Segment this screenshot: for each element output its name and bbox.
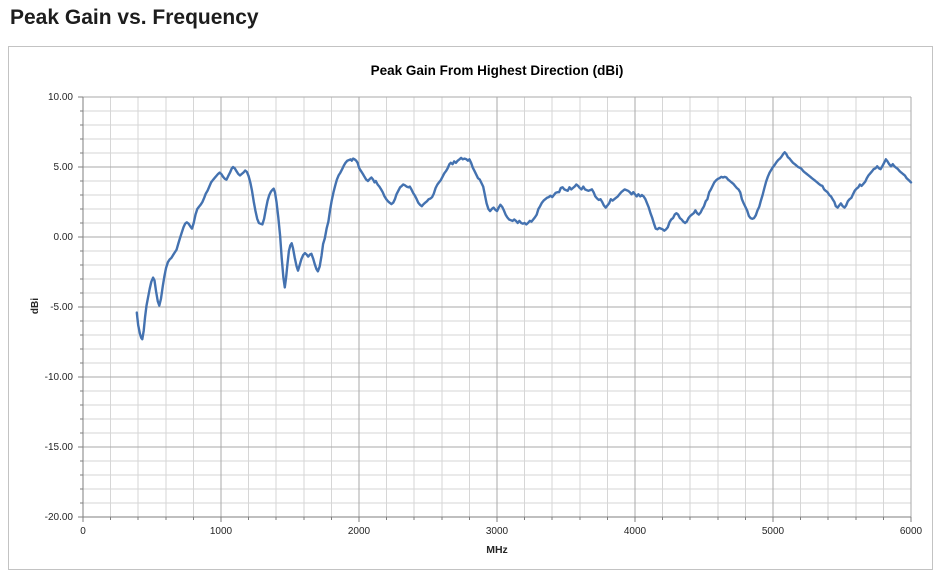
x-tick-label: 5000 bbox=[761, 526, 785, 537]
x-tick-label: 2000 bbox=[347, 526, 371, 537]
x-tick-label: 3000 bbox=[485, 526, 509, 537]
x-axis-title: MHz bbox=[486, 544, 508, 556]
page-title: Peak Gain vs. Frequency bbox=[10, 6, 259, 29]
chart-frame: Peak Gain From Highest Direction (dBi) d… bbox=[8, 46, 933, 570]
x-tick-label: 6000 bbox=[899, 526, 923, 537]
x-tick-label: 1000 bbox=[209, 526, 233, 537]
line-chart-plot bbox=[78, 96, 913, 522]
chart-title: Peak Gain From Highest Direction (dBi) bbox=[370, 63, 624, 78]
y-tick-label: -5.00 bbox=[50, 302, 73, 313]
gain-series-line bbox=[135, 151, 913, 341]
x-tick-label: 4000 bbox=[623, 526, 647, 537]
y-tick-label: 0.00 bbox=[53, 232, 73, 243]
y-tick-label: 5.00 bbox=[53, 162, 73, 173]
y-tick-label: -10.00 bbox=[44, 372, 73, 383]
y-tick-label: -20.00 bbox=[44, 512, 73, 523]
y-tick-label: 10.00 bbox=[47, 92, 73, 103]
y-tick-label: -15.00 bbox=[44, 442, 73, 453]
x-tick-label: 0 bbox=[80, 526, 86, 537]
